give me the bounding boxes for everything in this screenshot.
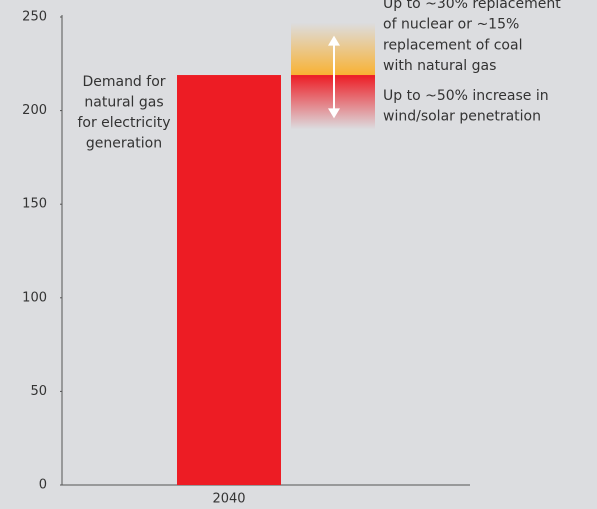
arrow-head	[328, 108, 340, 119]
bar	[177, 75, 281, 486]
low-annotation: Up to ~50% increase in	[383, 88, 549, 104]
arrow-head	[328, 35, 340, 46]
low-annotation: wind/solar penetration	[383, 109, 541, 125]
y-tick-label: 150	[22, 197, 47, 212]
bar-annotation: Demand for	[82, 74, 165, 90]
x-tick-label: 2040	[212, 492, 245, 507]
high-annotation: of nuclear or ~15%	[383, 17, 519, 33]
high-annotation: Up to ~30% replacement	[383, 0, 561, 12]
y-tick-label: 100	[22, 290, 47, 305]
bar-annotation: natural gas	[84, 95, 163, 111]
bar-annotation: for electricity	[77, 115, 170, 131]
bar-annotation: generation	[86, 136, 162, 152]
y-tick-label: 50	[30, 384, 47, 399]
y-tick-label: 0	[39, 478, 47, 493]
high-annotation: with natural gas	[383, 58, 496, 74]
y-tick-label: 200	[22, 103, 47, 118]
y-tick-label: 250	[22, 10, 47, 25]
high-annotation: replacement of coal	[383, 37, 522, 53]
